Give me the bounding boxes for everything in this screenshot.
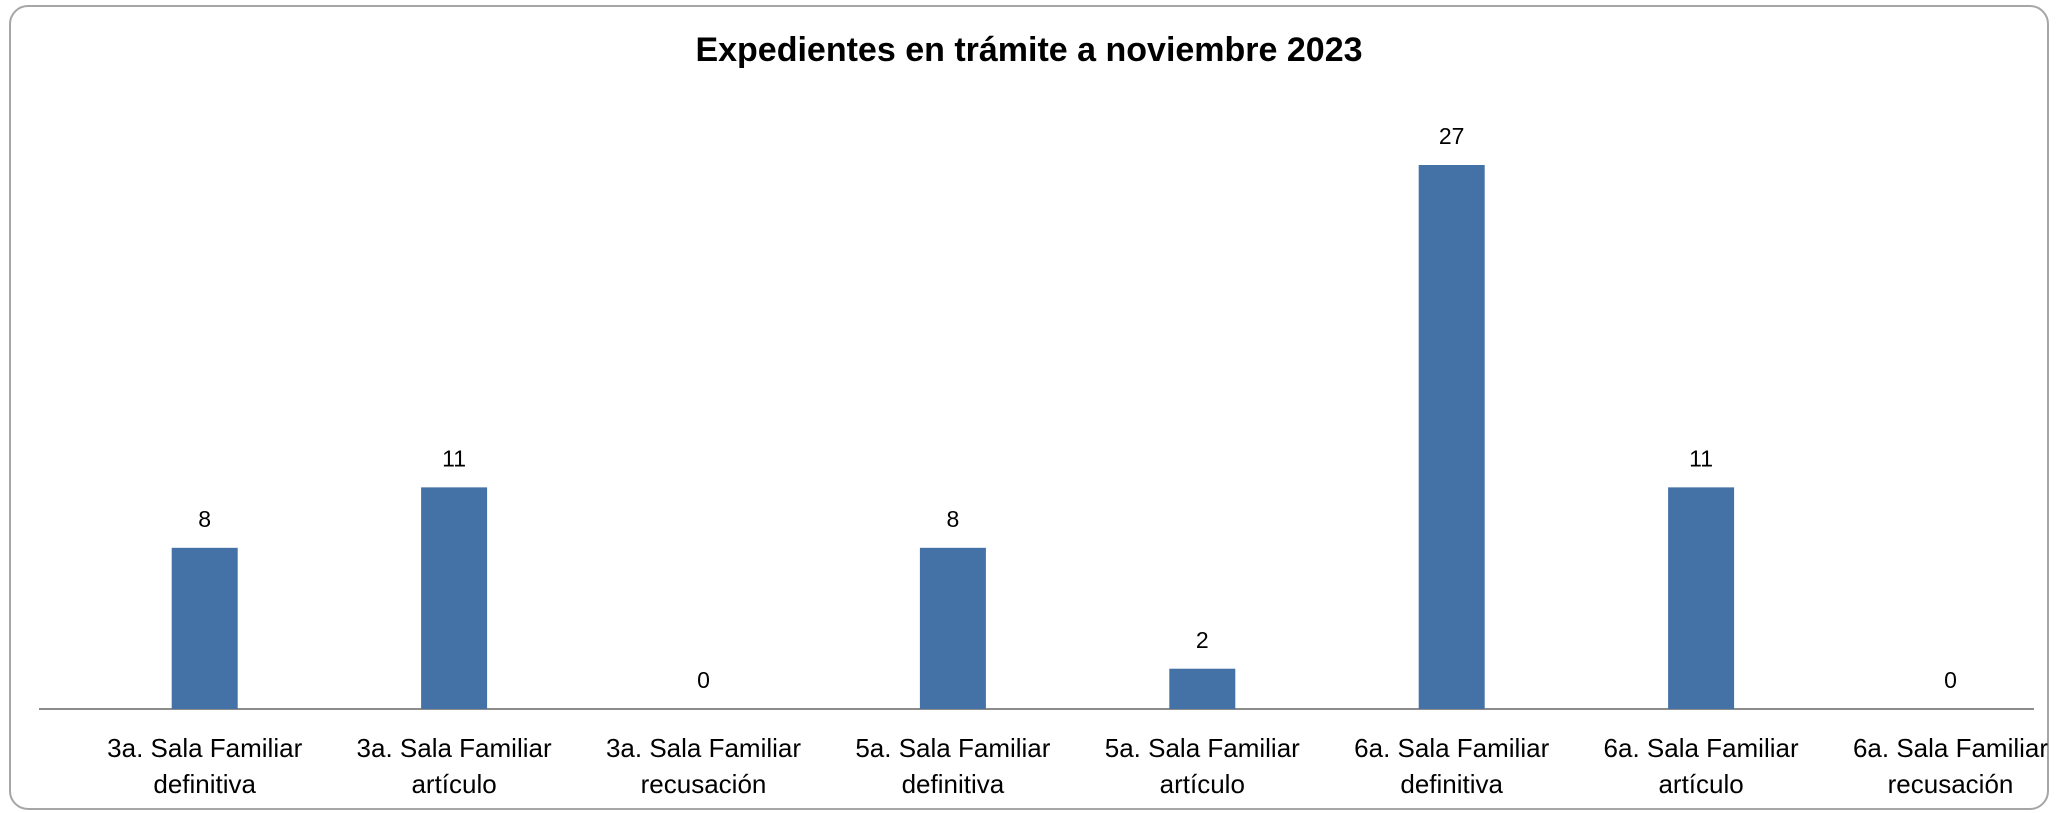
data-label: 11 <box>1689 445 1713 471</box>
bar <box>421 487 488 709</box>
data-label: 8 <box>947 506 960 532</box>
data-label: 8 <box>198 506 211 532</box>
data-label: 0 <box>697 667 710 693</box>
bar <box>919 547 986 709</box>
data-label: 27 <box>1439 123 1465 149</box>
bar <box>1418 165 1485 709</box>
bar <box>1668 487 1735 709</box>
chart-border <box>9 5 2049 810</box>
x-tick-label: 6a. Sala Familiar definitiva <box>1354 733 1550 799</box>
data-label: 0 <box>1944 667 1957 693</box>
x-tick-label: 3a. Sala Familiar definitiva <box>107 733 303 799</box>
data-label: 11 <box>442 445 466 471</box>
bar <box>1169 668 1236 709</box>
x-tick-label: 6a. Sala Familiar artículo <box>1603 733 1799 799</box>
data-label: 2 <box>1196 627 1209 653</box>
x-tick-label: 5a. Sala Familiar definitiva <box>855 733 1051 799</box>
x-tick-label: 6a. Sala Familiar recusación <box>1852 733 2049 799</box>
x-tick-label: 3a. Sala Familiar recusación <box>605 733 802 799</box>
x-tick-label: 5a. Sala Familiar artículo <box>1104 733 1300 799</box>
bar <box>171 547 238 709</box>
x-tick-label: 3a. Sala Familiar artículo <box>356 733 552 799</box>
chart-title: Expedientes en trámite a noviembre 2023 <box>695 31 1362 69</box>
